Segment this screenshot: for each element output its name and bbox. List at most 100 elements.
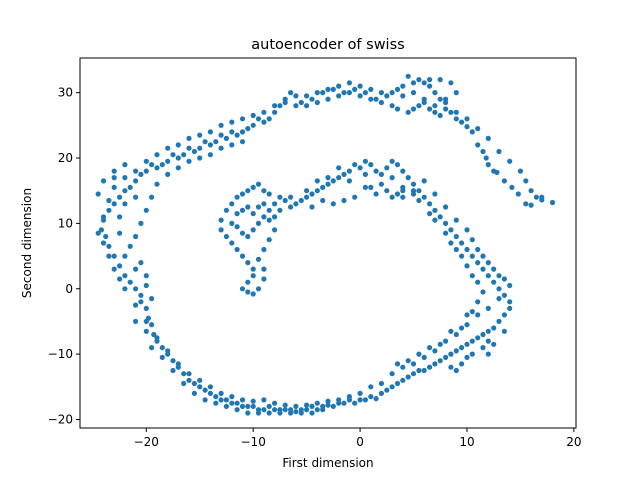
data-point bbox=[405, 175, 411, 181]
data-point bbox=[437, 96, 443, 102]
data-point bbox=[159, 345, 165, 351]
data-point bbox=[421, 80, 427, 86]
data-point bbox=[111, 168, 117, 174]
data-point bbox=[405, 73, 411, 79]
data-point bbox=[223, 397, 229, 403]
data-point bbox=[330, 86, 336, 92]
data-point bbox=[394, 361, 401, 367]
data-point bbox=[239, 286, 246, 292]
data-point bbox=[459, 253, 465, 259]
data-point bbox=[154, 335, 160, 341]
data-point bbox=[443, 204, 449, 210]
data-point bbox=[255, 181, 262, 187]
data-point bbox=[464, 322, 470, 328]
data-point bbox=[453, 246, 459, 253]
data-point bbox=[293, 93, 299, 99]
data-point bbox=[443, 354, 449, 360]
data-point bbox=[250, 273, 256, 279]
data-point bbox=[202, 397, 208, 403]
data-point bbox=[448, 351, 454, 357]
data-point bbox=[239, 403, 246, 409]
data-point bbox=[448, 80, 454, 86]
data-point bbox=[314, 407, 320, 413]
data-point bbox=[400, 377, 406, 383]
data-point bbox=[272, 103, 278, 109]
data-point bbox=[117, 230, 123, 236]
data-point bbox=[277, 103, 283, 109]
x-tick-label: 20 bbox=[566, 435, 581, 449]
data-point bbox=[288, 410, 294, 416]
data-point bbox=[400, 168, 406, 174]
data-point bbox=[186, 145, 192, 151]
data-point bbox=[443, 338, 449, 344]
data-point bbox=[400, 188, 406, 194]
data-point bbox=[427, 77, 433, 83]
data-point bbox=[213, 394, 219, 400]
data-point bbox=[197, 155, 203, 161]
data-point bbox=[448, 240, 454, 246]
data-point bbox=[378, 181, 384, 187]
data-point bbox=[325, 402, 331, 408]
data-point bbox=[175, 361, 181, 367]
data-point bbox=[117, 263, 123, 269]
data-point bbox=[325, 96, 331, 102]
data-point bbox=[405, 109, 411, 115]
data-point bbox=[293, 103, 299, 109]
data-point bbox=[443, 220, 449, 226]
data-point bbox=[239, 139, 246, 145]
data-point bbox=[304, 93, 310, 99]
data-point bbox=[389, 175, 395, 181]
data-point bbox=[250, 112, 256, 119]
data-point bbox=[229, 201, 235, 207]
data-point bbox=[218, 390, 224, 396]
data-point bbox=[464, 263, 470, 269]
data-point bbox=[288, 204, 294, 210]
data-point bbox=[223, 233, 229, 240]
data-point bbox=[309, 96, 315, 102]
data-point bbox=[143, 158, 149, 164]
data-point bbox=[239, 129, 246, 135]
data-point bbox=[341, 171, 347, 177]
data-point bbox=[288, 194, 294, 200]
data-point bbox=[234, 194, 240, 200]
data-point bbox=[272, 109, 278, 115]
data-point bbox=[501, 178, 507, 184]
data-point bbox=[186, 377, 192, 383]
data-point bbox=[255, 410, 262, 416]
data-point bbox=[485, 135, 491, 141]
data-point bbox=[394, 106, 401, 112]
data-point bbox=[427, 106, 433, 112]
data-point bbox=[304, 402, 310, 408]
data-point bbox=[427, 345, 433, 351]
data-point bbox=[239, 191, 246, 197]
data-point bbox=[304, 103, 310, 109]
data-point bbox=[282, 407, 288, 413]
data-point bbox=[421, 354, 427, 360]
data-point bbox=[277, 410, 283, 416]
data-point bbox=[202, 139, 208, 145]
data-point bbox=[266, 237, 272, 243]
data-point bbox=[191, 380, 197, 387]
data-point bbox=[432, 348, 438, 354]
data-point bbox=[448, 109, 454, 115]
data-point bbox=[272, 201, 278, 207]
data-point bbox=[250, 403, 256, 409]
data-point bbox=[191, 148, 197, 155]
data-point bbox=[320, 184, 326, 190]
data-point bbox=[400, 83, 406, 89]
data-point bbox=[106, 253, 112, 259]
data-point bbox=[352, 162, 358, 168]
data-point bbox=[159, 354, 165, 360]
data-point bbox=[483, 155, 489, 161]
data-point bbox=[464, 341, 470, 347]
data-point bbox=[133, 286, 139, 292]
data-point bbox=[357, 93, 363, 99]
data-point bbox=[111, 201, 117, 207]
data-point bbox=[485, 305, 491, 311]
data-point bbox=[277, 194, 283, 200]
scatter-points bbox=[95, 73, 556, 416]
data-point bbox=[245, 126, 251, 132]
data-point bbox=[106, 243, 112, 249]
data-point bbox=[100, 240, 107, 246]
data-point bbox=[528, 202, 534, 208]
